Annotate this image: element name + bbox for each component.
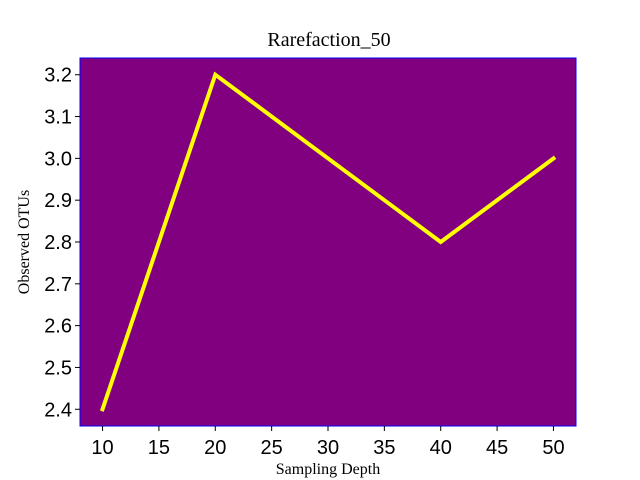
y-tick-label: 3.1 [44, 107, 72, 129]
y-tick-label: 3.0 [44, 148, 72, 170]
x-tick-label: 25 [261, 437, 283, 459]
y-axis-ticks: 2.4 2.5 2.6 2.7 2.8 2.9 3.0 3.1 3.2 [44, 65, 80, 421]
x-tick-label: 20 [204, 437, 226, 459]
x-tick-label: 50 [542, 437, 564, 459]
x-tick-label: 40 [430, 437, 452, 459]
x-axis-ticks: 10 15 20 25 30 35 40 45 50 [91, 426, 565, 459]
y-tick-label: 2.4 [44, 399, 72, 421]
x-tick-label: 30 [317, 437, 339, 459]
series-line [99, 71, 557, 412]
y-tick-label: 2.5 [44, 357, 72, 379]
x-tick-label: 10 [91, 437, 113, 459]
y-tick-label: 2.6 [44, 316, 72, 338]
x-tick-label: 15 [148, 437, 170, 459]
y-tick-label: 3.2 [44, 65, 72, 87]
x-tick-label: 45 [486, 437, 508, 459]
x-axis-label: Sampling Depth [276, 461, 380, 478]
y-tick-label: 2.9 [44, 190, 72, 212]
y-tick-label: 2.8 [44, 232, 72, 254]
plot-area [79, 57, 577, 427]
x-tick-label: 35 [373, 437, 395, 459]
y-tick-label: 2.7 [44, 274, 72, 296]
chart-title: Rarefaction_50 [267, 29, 390, 51]
y-axis-label: Observed OTUs [16, 190, 33, 294]
